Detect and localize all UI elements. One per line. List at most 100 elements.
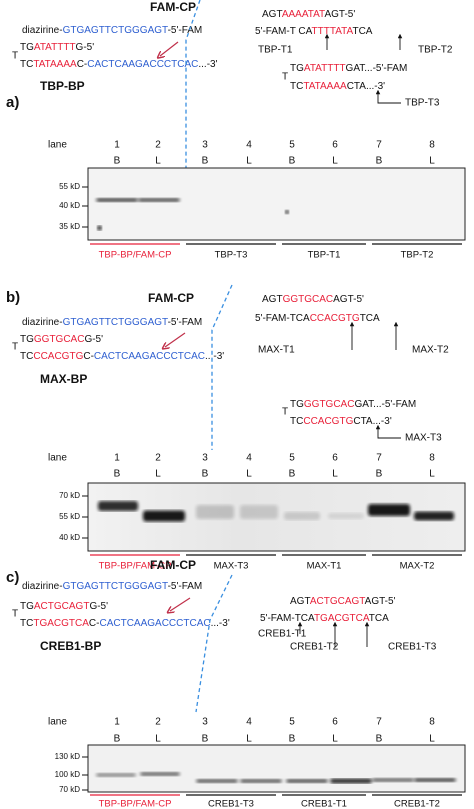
t3-bottom-part: TATAAAA: [303, 81, 347, 92]
t3-label: TBP-T3: [405, 98, 440, 109]
band: [240, 779, 282, 783]
panel-label: a): [6, 94, 19, 111]
target-bottom-part: TCA: [352, 26, 372, 37]
lane-number: 7: [376, 717, 382, 728]
target-bottom-part: 5'-FAM-TCA: [255, 313, 310, 324]
group-label: CREB1-T2: [394, 799, 440, 809]
band: [285, 210, 289, 214]
lane-condition: L: [246, 734, 252, 745]
lane-condition: L: [155, 156, 161, 167]
probe-arrow: [170, 597, 191, 611]
hairpin-top-part: TG: [20, 42, 34, 53]
target-top-part: AGT: [262, 9, 282, 20]
marker-label: 40 kD: [59, 201, 80, 210]
hairpin-bottom-part: TATAAAA: [33, 59, 77, 70]
target-bottom: 5'-FAM-TCATGACGTCATCA: [260, 613, 389, 624]
marker-label: 130 kD: [55, 752, 81, 761]
probe-suffix: -5'-FAM: [168, 25, 203, 36]
band: [240, 505, 278, 519]
hairpin-top-part: G-5': [76, 42, 95, 53]
target-top-part: AGT-5': [365, 596, 396, 607]
panel-label: c): [6, 569, 19, 586]
hairpin-bottom-part: ...-3': [198, 59, 217, 70]
t3-loop: T: [282, 407, 288, 418]
lane-condition: L: [155, 734, 161, 745]
hairpin-bottom-part: CCACGTG: [33, 351, 83, 362]
hairpin-bottom-part: ...-3': [211, 618, 230, 629]
target-label: TBP-T2: [418, 45, 453, 56]
target-top-part: AGT-5': [324, 9, 355, 20]
lane-title: lane: [48, 453, 67, 464]
probe-seq: GTGAGTTCTGGGAGT: [63, 317, 168, 328]
band: [196, 505, 234, 519]
lane-condition: L: [332, 469, 338, 480]
lane-condition: L: [246, 469, 252, 480]
hairpin-bottom-part: C-: [83, 351, 94, 362]
target-bottom: 5'-FAM-TCACCACGTGTCA: [255, 313, 380, 324]
gel: [87, 167, 466, 241]
target-bottom-part: 5'-FAM-TCA: [260, 613, 315, 624]
band: [414, 778, 456, 782]
lane-condition: B: [289, 469, 296, 480]
lane-number: 5: [289, 140, 295, 151]
t3-bottom-part: TC: [290, 81, 303, 92]
band: [96, 773, 136, 777]
target-bottom-part: CCACGTG: [310, 313, 360, 324]
group-label: CREB1-T1: [301, 799, 347, 809]
probe-seq: GTGAGTTCTGGGAGT: [63, 581, 168, 592]
lane-number: 4: [246, 140, 252, 151]
lane-number: 6: [332, 140, 338, 151]
divider: [211, 284, 233, 450]
target-label: CREB1-T1: [258, 629, 307, 640]
target-top: AGTGGTGCACAGT-5': [262, 294, 364, 305]
hairpin-bottom-part: TC: [20, 59, 33, 70]
lane-number: 2: [155, 717, 161, 728]
band: [143, 510, 185, 522]
probe-sequence: diazirine-GTGAGTTCTGGGAGT-5'-FAM: [22, 581, 202, 592]
lane-number: 1: [114, 717, 120, 728]
lane-condition: B: [114, 469, 121, 480]
lane-number: 3: [202, 140, 208, 151]
hairpin-top: TGATATTTTG-5': [20, 42, 94, 53]
t3-top-part: GAT...-5'-FAM: [354, 399, 416, 410]
divider: [195, 574, 233, 713]
lane-condition: B: [202, 156, 209, 167]
lane-number: 5: [289, 717, 295, 728]
t3-bottom-part: CTA...-3': [353, 416, 391, 427]
probe-seq: GTGAGTTCTGGGAGT: [63, 25, 168, 36]
t3-top-part: TG: [290, 63, 304, 74]
lane-number: 7: [376, 140, 382, 151]
probe-name: FAM-CP: [148, 291, 194, 305]
band: [372, 778, 414, 782]
lane-condition: L: [332, 734, 338, 745]
gel: [87, 744, 466, 793]
marker-label: 55 kD: [59, 182, 80, 191]
hairpin-bottom-part: TC: [20, 351, 33, 362]
target-top-part: GGTGCAC: [283, 294, 334, 305]
target-bottom: 5'-FAM-T CATTTTATATCA: [255, 26, 373, 37]
band: [96, 198, 138, 202]
probe-suffix: -5'-FAM: [168, 317, 203, 328]
divider: [185, 0, 201, 168]
target-top-part: AGT-5': [333, 294, 364, 305]
probe-name: FAM-CP: [150, 558, 196, 572]
hairpin-bottom: TCTATAAAAC-CACTCAAGACCCTCAC...-3': [20, 59, 218, 70]
band: [328, 513, 364, 519]
band: [368, 504, 410, 516]
lane-condition: L: [155, 469, 161, 480]
target-bottom-part: TTTTATA: [312, 26, 354, 37]
target-bottom-part: TCA: [360, 313, 380, 324]
hairpin-bottom-part: C-: [77, 59, 88, 70]
hairpin-bottom-part: CACTCAAGACCCTCAC: [99, 618, 210, 629]
probe-suffix: -5'-FAM: [168, 581, 203, 592]
lane-number: 2: [155, 140, 161, 151]
target-top: AGTAAAATATAGT-5': [262, 9, 355, 20]
t3-label: MAX-T3: [405, 433, 442, 444]
t3-top-part: GGTGCAC: [304, 399, 355, 410]
hairpin-bottom-part: CACTCAAGACCCTCAC: [87, 59, 198, 70]
group-label: MAX-T2: [400, 561, 435, 572]
hairpin-top-part: ATATTTT: [34, 42, 76, 53]
group-label: MAX-T3: [214, 561, 249, 572]
band: [414, 511, 454, 521]
